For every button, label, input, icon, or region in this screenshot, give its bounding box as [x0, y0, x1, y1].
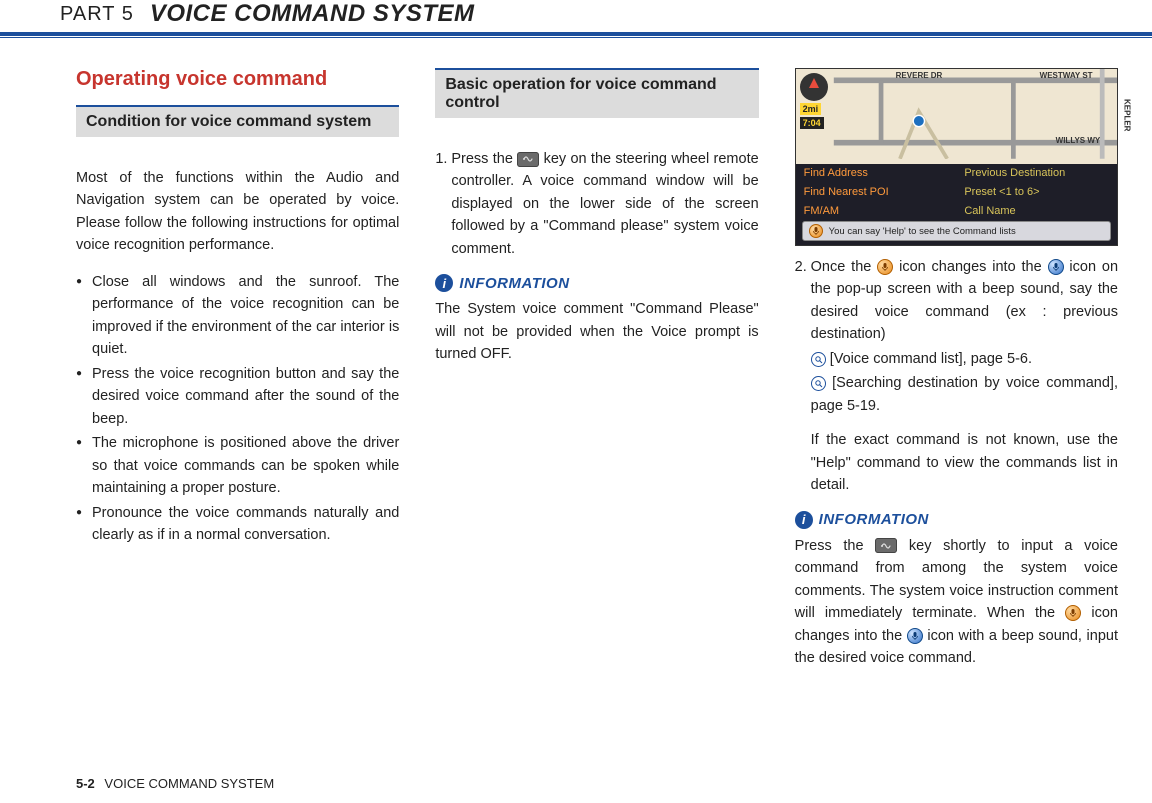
reference-icon: [811, 376, 826, 391]
nav-screenshot: 2mi 7:04 REVERE DR WESTWAY ST WILLYS WY …: [795, 68, 1118, 246]
ref2-text: [Searching destination by voice command]…: [811, 375, 1118, 413]
nav-time: 7:04: [800, 117, 824, 129]
bullet-item: The microphone is positioned above the d…: [76, 432, 399, 499]
info-icon: i: [795, 511, 813, 529]
menu-prev-dest: Previous Destination: [956, 164, 1117, 183]
voice-key-icon: [517, 152, 539, 167]
section-title: Operating voice command: [76, 68, 399, 91]
menu-call: Call Name: [956, 201, 1117, 220]
column-2: Basic operation for voice command contro…: [435, 68, 758, 670]
step2-a: Once the: [811, 259, 878, 275]
menu-find-address: Find Address: [796, 164, 957, 183]
information-heading: i INFORMATION: [435, 274, 758, 292]
nav-help-bar: You can say 'Help' to see the Command li…: [802, 221, 1111, 241]
mic-blue-icon: [1048, 259, 1064, 275]
bullet-list: Close all windows and the sunroof. The p…: [76, 271, 399, 547]
ref1-text: [Voice command list], page 5-6.: [830, 351, 1032, 367]
header-rule: [0, 32, 1152, 38]
help-bar-text: You can say 'Help' to see the Command li…: [829, 226, 1016, 237]
page-footer: 5-2 VOICE COMMAND SYSTEM: [76, 776, 274, 791]
street-label: REVERE DR: [896, 71, 943, 80]
nav-lower-panel: Find Address Previous Destination Find N…: [796, 164, 1117, 245]
street-label: KEPLER: [1123, 99, 1132, 131]
mic-orange-icon: [1065, 605, 1081, 621]
information-heading-2: i INFORMATION: [795, 511, 1118, 529]
box-heading-condition: Condition for voice command system: [76, 105, 399, 137]
step2-b: icon changes into the: [899, 259, 1047, 275]
street-label: WESTWAY ST: [1040, 71, 1093, 80]
mic-orange-icon: [877, 259, 893, 275]
column-1: Operating voice command Condition for vo…: [76, 68, 399, 670]
intro-paragraph: Most of the functions within the Audio a…: [76, 167, 399, 257]
info2-a: Press the: [795, 538, 876, 554]
ref-1: [Voice command list], page 5-6.: [795, 348, 1118, 370]
column-3: 2mi 7:04 REVERE DR WESTWAY ST WILLYS WY …: [795, 68, 1118, 670]
footer-label: VOICE COMMAND SYSTEM: [104, 776, 274, 791]
step-2: 2. Once the icon changes into the icon o…: [795, 256, 1118, 346]
info-label: INFORMATION: [459, 275, 569, 292]
help-paragraph: If the exact command is not known, use t…: [795, 429, 1118, 496]
bullet-item: Press the voice recognition button and s…: [76, 363, 399, 430]
info2-paragraph: Press the key shortly to input a voice c…: [795, 535, 1118, 670]
menu-find-poi: Find Nearest POI: [796, 183, 957, 202]
bullet-item: Close all windows and the sunroof. The p…: [76, 271, 399, 361]
info-icon: i: [435, 274, 453, 292]
mic-blue-icon: [907, 628, 923, 644]
voice-key-icon: [875, 538, 897, 553]
menu-fmam: FM/AM: [796, 201, 957, 220]
part-label: PART 5: [60, 3, 134, 26]
page-number: 5-2: [76, 776, 95, 791]
page-header: PART 5 VOICE COMMAND SYSTEM: [0, 0, 1152, 32]
street-label: WILLYS WY: [1056, 136, 1101, 145]
part-title: VOICE COMMAND SYSTEM: [150, 0, 475, 28]
bullet-item: Pronounce the voice commands naturally a…: [76, 502, 399, 547]
ref-2: [Searching destination by voice command]…: [795, 372, 1118, 417]
step1-pre: Press the: [451, 151, 517, 167]
menu-preset: Preset <1 to 6>: [956, 183, 1117, 202]
info-text: The System voice comment "Command Please…: [435, 298, 758, 365]
nav-map: 2mi 7:04 REVERE DR WESTWAY ST WILLYS WY …: [796, 69, 1117, 164]
step-list: 1. Press the key on the steering wheel r…: [435, 148, 758, 260]
mic-orange-icon: [809, 224, 823, 238]
info-label: INFORMATION: [819, 511, 929, 528]
reference-icon: [811, 352, 826, 367]
compass-icon: [800, 73, 828, 101]
box-heading-basic: Basic operation for voice command contro…: [435, 68, 758, 118]
nav-menu: Find Address Previous Destination Find N…: [796, 164, 1117, 220]
content-columns: Operating voice command Condition for vo…: [0, 68, 1152, 670]
step-list-2: 2. Once the icon changes into the icon o…: [795, 256, 1118, 346]
nav-distance: 2mi: [800, 103, 822, 115]
step-1: 1. Press the key on the steering wheel r…: [435, 148, 758, 260]
